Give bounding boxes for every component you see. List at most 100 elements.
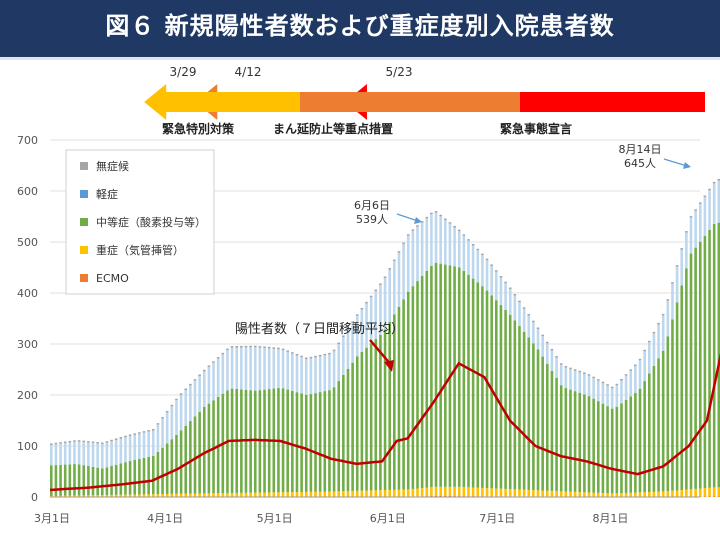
bar-asymptomatic (175, 398, 178, 401)
bar-asymptomatic (124, 435, 127, 438)
bar-asymptomatic (462, 234, 466, 236)
bar-asymptomatic (291, 352, 294, 354)
bar-asymptomatic (610, 386, 614, 389)
bar-asymptomatic (281, 348, 285, 351)
bar-asymptomatic (573, 369, 577, 371)
bar-severe (314, 491, 317, 497)
bar-asymptomatic (73, 440, 76, 442)
legend-swatch (80, 246, 88, 254)
bar-asymptomatic (304, 357, 308, 360)
bar-asymptomatic (249, 345, 252, 348)
bar-moderate (541, 356, 544, 491)
bar-severe (175, 493, 178, 497)
bar-severe (309, 491, 313, 497)
bar-moderate (281, 388, 285, 493)
bar-severe (629, 492, 633, 497)
bar-asymptomatic (638, 358, 642, 361)
timeline-date: 5/23 (386, 65, 413, 79)
bar-severe (462, 487, 466, 497)
x-tick-label: 8月1日 (592, 512, 628, 525)
bar-severe (281, 492, 285, 497)
bar-mild (388, 269, 391, 322)
bar-asymptomatic (258, 346, 262, 348)
bar-asymptomatic (499, 275, 503, 278)
header-banner (0, 0, 720, 57)
bar-asymptomatic (550, 348, 554, 351)
bar-mild (369, 297, 373, 344)
bar-asymptomatic (346, 328, 350, 330)
bar-severe (142, 494, 146, 497)
bar-moderate (193, 416, 197, 494)
bar-asymptomatic (717, 178, 720, 181)
bar-severe (207, 493, 211, 497)
bar-asymptomatic (647, 340, 651, 343)
bar-moderate (304, 394, 308, 492)
bar-mild (680, 249, 684, 286)
bar-severe (304, 491, 308, 497)
bar-moderate (114, 464, 118, 495)
bar-severe (342, 491, 345, 497)
bar-mild (587, 375, 591, 397)
bar-severe (202, 493, 206, 497)
bar-moderate (661, 350, 665, 492)
bar-ecmo (708, 496, 711, 497)
bar-mild (351, 322, 354, 363)
bar-asymptomatic (100, 442, 104, 445)
bar-mild (63, 443, 67, 465)
bar-severe (179, 493, 183, 497)
bar-mild (504, 283, 507, 310)
bar-mild (124, 437, 127, 463)
bar-asymptomatic (680, 248, 684, 250)
bar-severe (703, 488, 707, 497)
bar-severe (694, 488, 697, 497)
bar-moderate (119, 463, 123, 495)
bar-severe (671, 490, 674, 497)
bar-severe (133, 494, 137, 497)
bar-severe (397, 489, 401, 497)
bar-asymptomatic (332, 349, 336, 352)
bar-mild (606, 385, 609, 407)
bar-moderate (286, 389, 290, 493)
bar-severe (564, 491, 568, 497)
bar-mild (170, 406, 174, 440)
bar-moderate (508, 314, 512, 490)
bar-moderate (457, 267, 461, 487)
bar-severe (624, 492, 628, 497)
y-tick-label: 100 (17, 440, 38, 453)
bar-moderate (100, 468, 104, 496)
bar-severe (485, 488, 489, 497)
bar-moderate (142, 458, 146, 495)
bar-mild (295, 355, 299, 393)
bar-severe (318, 491, 322, 497)
bar-moderate (374, 339, 378, 491)
bar-ecmo (717, 496, 720, 497)
bar-moderate (518, 326, 521, 490)
bar-ecmo (698, 496, 702, 497)
bar-mild (481, 255, 484, 287)
bar-mild (495, 271, 498, 301)
bar-moderate (161, 447, 164, 495)
bar-asymptomatic (615, 383, 619, 386)
bar-moderate (318, 392, 322, 492)
bar-asymptomatic (82, 440, 86, 443)
bar-moderate (569, 389, 572, 492)
header-divider (0, 57, 720, 60)
x-tick-label: 4月1日 (147, 512, 183, 525)
bar-mild (717, 180, 720, 223)
bar-mild (685, 232, 688, 269)
bar-mild (666, 300, 670, 337)
bar-asymptomatic (221, 352, 225, 355)
bar-severe (184, 493, 188, 497)
bar-asymptomatic (374, 289, 378, 292)
bar-asymptomatic (383, 276, 387, 279)
bar-severe (128, 494, 132, 497)
bar-asymptomatic (471, 243, 475, 246)
bar-moderate (495, 300, 498, 489)
bar-moderate (513, 320, 517, 490)
bar-moderate (638, 388, 642, 493)
bar-asymptomatic (286, 350, 290, 352)
bar-asymptomatic (657, 322, 660, 325)
